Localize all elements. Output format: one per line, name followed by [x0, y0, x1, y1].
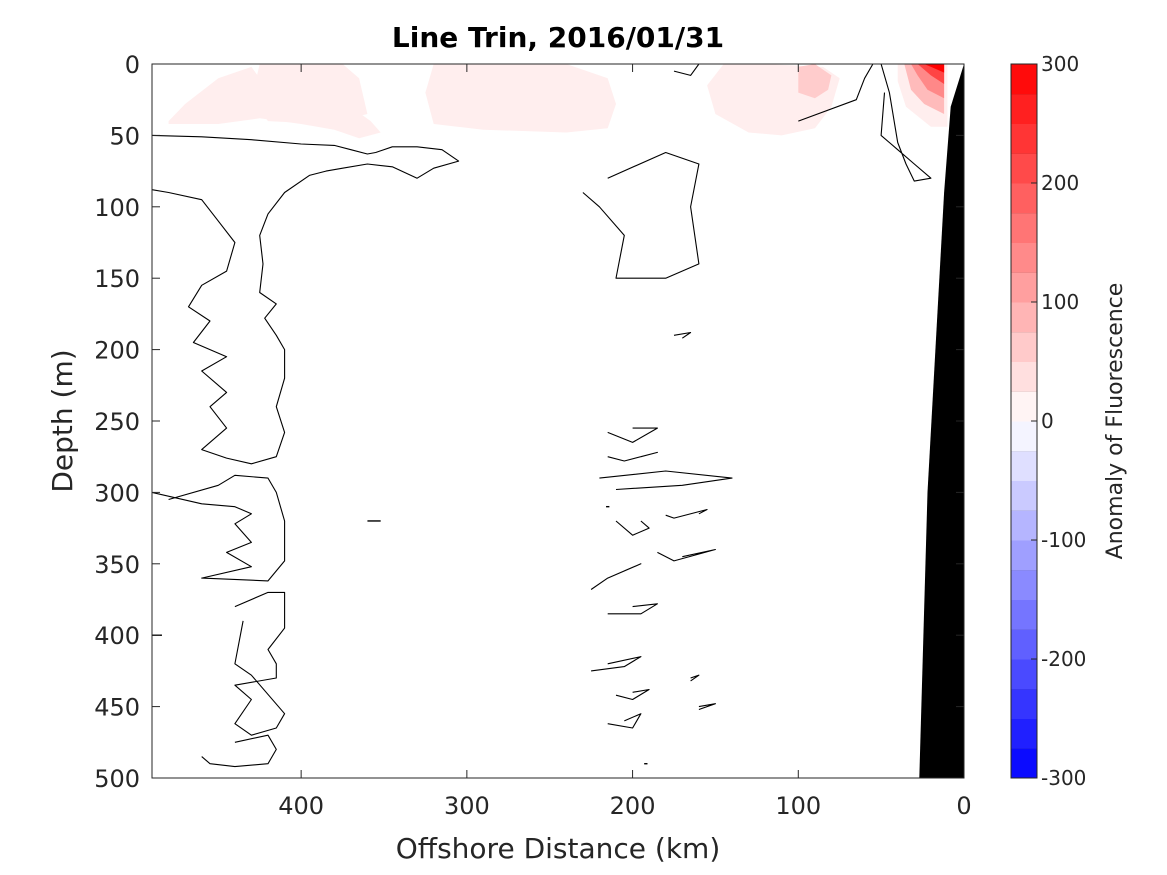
colorbar-swatch-21 — [1011, 123, 1037, 154]
bathymetry — [919, 64, 964, 778]
colorbar-swatch-12 — [1011, 391, 1037, 422]
zero-contour-3 — [201, 734, 277, 768]
colorbar-swatch-18 — [1011, 212, 1037, 243]
zero-contour-5 — [607, 427, 658, 443]
colorbar-swatch-14 — [1011, 331, 1037, 362]
y-tick-label-8: 400 — [94, 622, 140, 650]
zero-contour-7 — [599, 470, 733, 491]
colorbar-tick-label-3: 0 — [1041, 409, 1054, 433]
colorbar-swatch-16 — [1011, 272, 1037, 303]
zero-contour-17 — [690, 674, 700, 682]
colorbar-swatch-20 — [1011, 153, 1037, 184]
x-tick-label-1: 300 — [444, 792, 490, 820]
colorbar-swatch-10 — [1011, 450, 1037, 481]
zero-contour-10 — [607, 603, 658, 615]
y-tick-label-3: 150 — [94, 265, 140, 293]
colorbar-swatch-6 — [1011, 569, 1037, 600]
colorbar-swatch-2 — [1011, 688, 1037, 719]
colorbar-tick-label-2: 100 — [1041, 290, 1079, 314]
fluorescence-patch-4 — [798, 64, 832, 99]
colorbar-swatch-3 — [1011, 659, 1037, 690]
x-tick-label-2: 200 — [610, 792, 656, 820]
zero-contour-14 — [673, 331, 692, 339]
colorbar-label: Anomaly of Fluorescence — [1103, 283, 1128, 560]
x-tick-label-4: 0 — [956, 792, 971, 820]
colorbar-tick-label-5: -200 — [1041, 647, 1086, 671]
zero-contour-9 — [590, 563, 642, 590]
colorbar-swatch-22 — [1011, 93, 1037, 124]
colorbar-swatch-4 — [1011, 629, 1037, 660]
colorbar-swatch-8 — [1011, 510, 1037, 541]
colorbar-swatch-11 — [1011, 421, 1037, 452]
bathymetry-fill — [919, 64, 964, 778]
zero-contour-1 — [152, 474, 286, 582]
y-axis-label: Depth (m) — [46, 349, 79, 492]
y-tick-label-0: 0 — [125, 51, 140, 79]
zero-contour-15 — [657, 548, 716, 562]
colorbar-swatch-17 — [1011, 242, 1037, 273]
y-axis-ticks: 0 50 100 150 200 250 300 350 400 450 500 — [94, 51, 964, 793]
x-axis-ticks: 400 300 200 100 0 — [278, 64, 972, 820]
zero-contour-20 — [880, 64, 932, 182]
fluorescence-patch-1 — [251, 64, 368, 124]
colorbar: 300 200 100 0 -100 -200 -300 — [1010, 52, 1086, 790]
colorbar-swatch-7 — [1011, 540, 1037, 571]
y-tick-label-10: 500 — [94, 765, 140, 793]
colorbar-swatch-0 — [1011, 748, 1037, 779]
y-tick-label-9: 450 — [94, 694, 140, 722]
x-axis-label: Offshore Distance (km) — [396, 832, 721, 865]
colorbar-swatch-9 — [1011, 480, 1037, 511]
colorbar-tick-label-4: -100 — [1041, 528, 1086, 552]
colorbar-tick-label-0: 300 — [1041, 52, 1079, 76]
zero-contour-13 — [607, 713, 642, 729]
colorbar-swatch-5 — [1011, 599, 1037, 630]
colorbar-swatch-23 — [1011, 64, 1037, 95]
fluorescence-patches — [168, 64, 948, 139]
zero-contour-18 — [698, 703, 716, 711]
chart-title: Line Trin, 2016/01/31 — [392, 21, 724, 54]
colorbar-swatch-13 — [1011, 361, 1037, 392]
zero-contour-0 — [152, 134, 460, 465]
y-tick-label-7: 350 — [94, 551, 140, 579]
fluorescence-patch-2 — [425, 64, 616, 133]
y-tick-label-6: 300 — [94, 479, 140, 507]
fluorescence-patch-9 — [924, 64, 945, 73]
zero-contour-8 — [615, 520, 650, 536]
zero-contours — [152, 64, 932, 768]
zero-contour-16 — [665, 508, 708, 519]
colorbar-swatch-19 — [1011, 183, 1037, 214]
zero-contour-19 — [798, 64, 874, 122]
zero-contour-2 — [234, 591, 286, 736]
zero-contour-4 — [582, 151, 700, 279]
y-tick-label-5: 250 — [94, 408, 140, 436]
zero-contour-21 — [673, 64, 700, 76]
zero-contour-12 — [615, 688, 650, 701]
colorbar-swatch-15 — [1011, 302, 1037, 333]
plot-area — [152, 64, 964, 778]
colorbar-tick-label-1: 200 — [1041, 171, 1079, 195]
y-tick-label-4: 200 — [94, 337, 140, 365]
colorbar-tick-label-6: -300 — [1041, 766, 1086, 790]
zero-contour-6 — [607, 451, 658, 462]
x-tick-label-0: 400 — [278, 792, 324, 820]
y-tick-label-2: 100 — [94, 194, 140, 222]
colorbar-swatch-1 — [1011, 718, 1037, 749]
x-tick-label-3: 100 — [775, 792, 821, 820]
y-tick-label-1: 50 — [109, 122, 140, 150]
zero-contour-11 — [591, 656, 642, 672]
